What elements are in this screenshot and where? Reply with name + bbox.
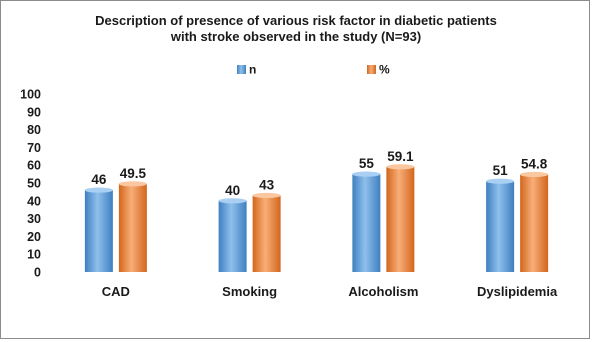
legend: n% xyxy=(237,63,390,77)
category-labels: CAD Smoking Alcoholism Dyslipidemia xyxy=(102,284,558,299)
legend-swatch-percent xyxy=(367,65,376,74)
bar-top-cap xyxy=(118,181,147,187)
data-label: 40 xyxy=(225,183,240,198)
data-label: 43 xyxy=(259,177,275,192)
bar-n-alcoholism xyxy=(352,174,381,272)
y-tick-label: 40 xyxy=(27,194,41,208)
bar-top-cap xyxy=(84,187,113,193)
y-tick-label: 80 xyxy=(27,123,41,137)
bar-top-cap xyxy=(218,198,247,204)
y-tick-label: 60 xyxy=(27,159,41,173)
y-tick-label: 50 xyxy=(27,177,41,191)
data-label: 46 xyxy=(91,172,107,187)
bar-percent-dyslipidemia xyxy=(520,174,549,272)
category-label-alcoholism: Alcoholism xyxy=(348,284,418,299)
bar-percent-smoking xyxy=(252,195,281,272)
y-tick-label: 70 xyxy=(27,141,41,155)
bar-top-cap xyxy=(252,192,281,199)
category-label-dyslipidemia: Dyslipidemia xyxy=(477,284,558,299)
data-label: 49.5 xyxy=(120,166,147,181)
bars: 46 49.5 40 43 55 59.1 51 54.8 xyxy=(84,149,549,272)
y-tick-label: 20 xyxy=(27,230,41,244)
legend-label-percent: % xyxy=(379,63,390,77)
bar-top-cap xyxy=(352,171,381,177)
legend-label-n: n xyxy=(249,63,256,77)
bar-percent-alcoholism xyxy=(386,166,415,272)
bar-n-smoking xyxy=(218,200,247,272)
category-label-cad: CAD xyxy=(102,284,130,299)
y-axis: 0 10 20 30 40 50 60 70 80 90 100 xyxy=(20,88,41,280)
legend-swatch-n xyxy=(237,65,246,74)
y-tick-label: 0 xyxy=(34,266,41,280)
bar-percent-cad xyxy=(118,183,147,272)
data-label: 54.8 xyxy=(521,156,548,171)
data-label: 55 xyxy=(359,156,375,171)
bar-n-dyslipidemia xyxy=(486,181,515,272)
y-tick-label: 10 xyxy=(27,248,41,262)
chart-title-line-2: with stroke observed in the study (N=93) xyxy=(170,29,421,44)
chart-title-line-1: Description of presence of various risk … xyxy=(95,13,497,28)
data-label: 51 xyxy=(493,163,509,178)
data-label: 59.1 xyxy=(387,149,414,164)
y-tick-label: 100 xyxy=(20,88,41,102)
bar-top-cap xyxy=(386,164,415,170)
bar-top-cap xyxy=(486,178,515,184)
category-label-smoking: Smoking xyxy=(222,284,277,299)
y-tick-label: 30 xyxy=(27,212,41,226)
bar-n-cad xyxy=(84,190,113,272)
y-tick-label: 90 xyxy=(27,105,41,119)
bar-top-cap xyxy=(520,171,549,178)
